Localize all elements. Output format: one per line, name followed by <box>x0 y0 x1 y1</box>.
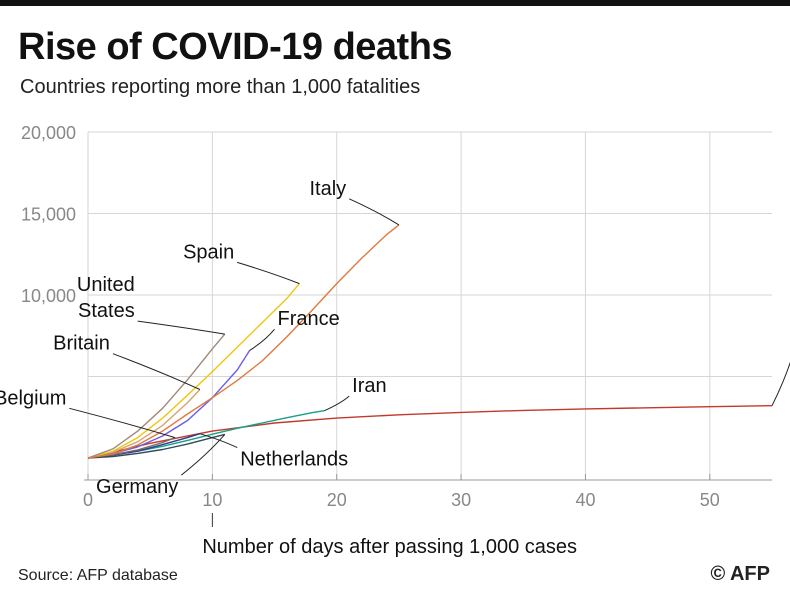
x-tick-label: 30 <box>451 490 471 510</box>
series-line-united-states <box>87 333 226 459</box>
series-leader <box>69 407 176 439</box>
afp-credit: © AFP <box>710 563 770 585</box>
series-leader <box>137 320 225 335</box>
series-label: Germany <box>96 476 178 498</box>
source-note: Source: AFP database <box>18 567 178 584</box>
series-label: Spain <box>183 241 234 263</box>
series-label: United States <box>77 274 135 322</box>
series-line-china <box>87 405 773 459</box>
series-line-britain <box>87 389 201 459</box>
series-lines <box>87 224 773 459</box>
series-labels: ChinaIranNetherlandsBelgiumGermanyBritai… <box>0 178 790 498</box>
series-leader <box>348 198 400 226</box>
series-label: Iran <box>352 375 386 397</box>
series-label: Italy <box>309 178 346 200</box>
x-axis-ticks: 0 10 20 30 40 50 <box>83 474 720 527</box>
series-leader <box>249 328 275 351</box>
x-axis-label: Number of days after passing 1,000 cases <box>202 536 577 558</box>
y-tick-label: 10,000 <box>21 286 76 306</box>
series-leader <box>112 353 201 390</box>
series-label: France <box>278 308 340 330</box>
x-tick-label: 40 <box>575 490 595 510</box>
series-leader <box>237 261 300 285</box>
series-label-line: United <box>77 274 135 296</box>
series-label: Netherlands <box>240 449 348 471</box>
chart-title: Rise of COVID-19 deaths <box>18 26 453 68</box>
series-line-spain <box>87 283 300 459</box>
series-leader <box>180 434 226 476</box>
y-axis-ticks: 10,000 15,000 20,000 <box>21 123 76 306</box>
series-leader <box>199 433 238 449</box>
chart-subtitle: Countries reporting more than 1,000 fata… <box>20 76 421 98</box>
x-tick-label: 50 <box>700 490 720 510</box>
x-tick-label: 10 <box>202 490 222 510</box>
gridlines <box>84 131 772 481</box>
x-tick-label: 20 <box>327 490 347 510</box>
series-leader <box>324 395 350 412</box>
series-line-italy <box>87 224 400 459</box>
series-label-line: States <box>78 300 135 322</box>
x-tick-label: 0 <box>83 490 93 510</box>
series-label: Belgium <box>0 387 66 409</box>
y-tick-label: 15,000 <box>21 205 76 225</box>
series-line-france <box>87 350 251 459</box>
top-rule <box>0 0 790 6</box>
series-leader <box>771 361 790 406</box>
series-label: Britain <box>53 333 110 355</box>
y-tick-label: 20,000 <box>21 123 76 143</box>
